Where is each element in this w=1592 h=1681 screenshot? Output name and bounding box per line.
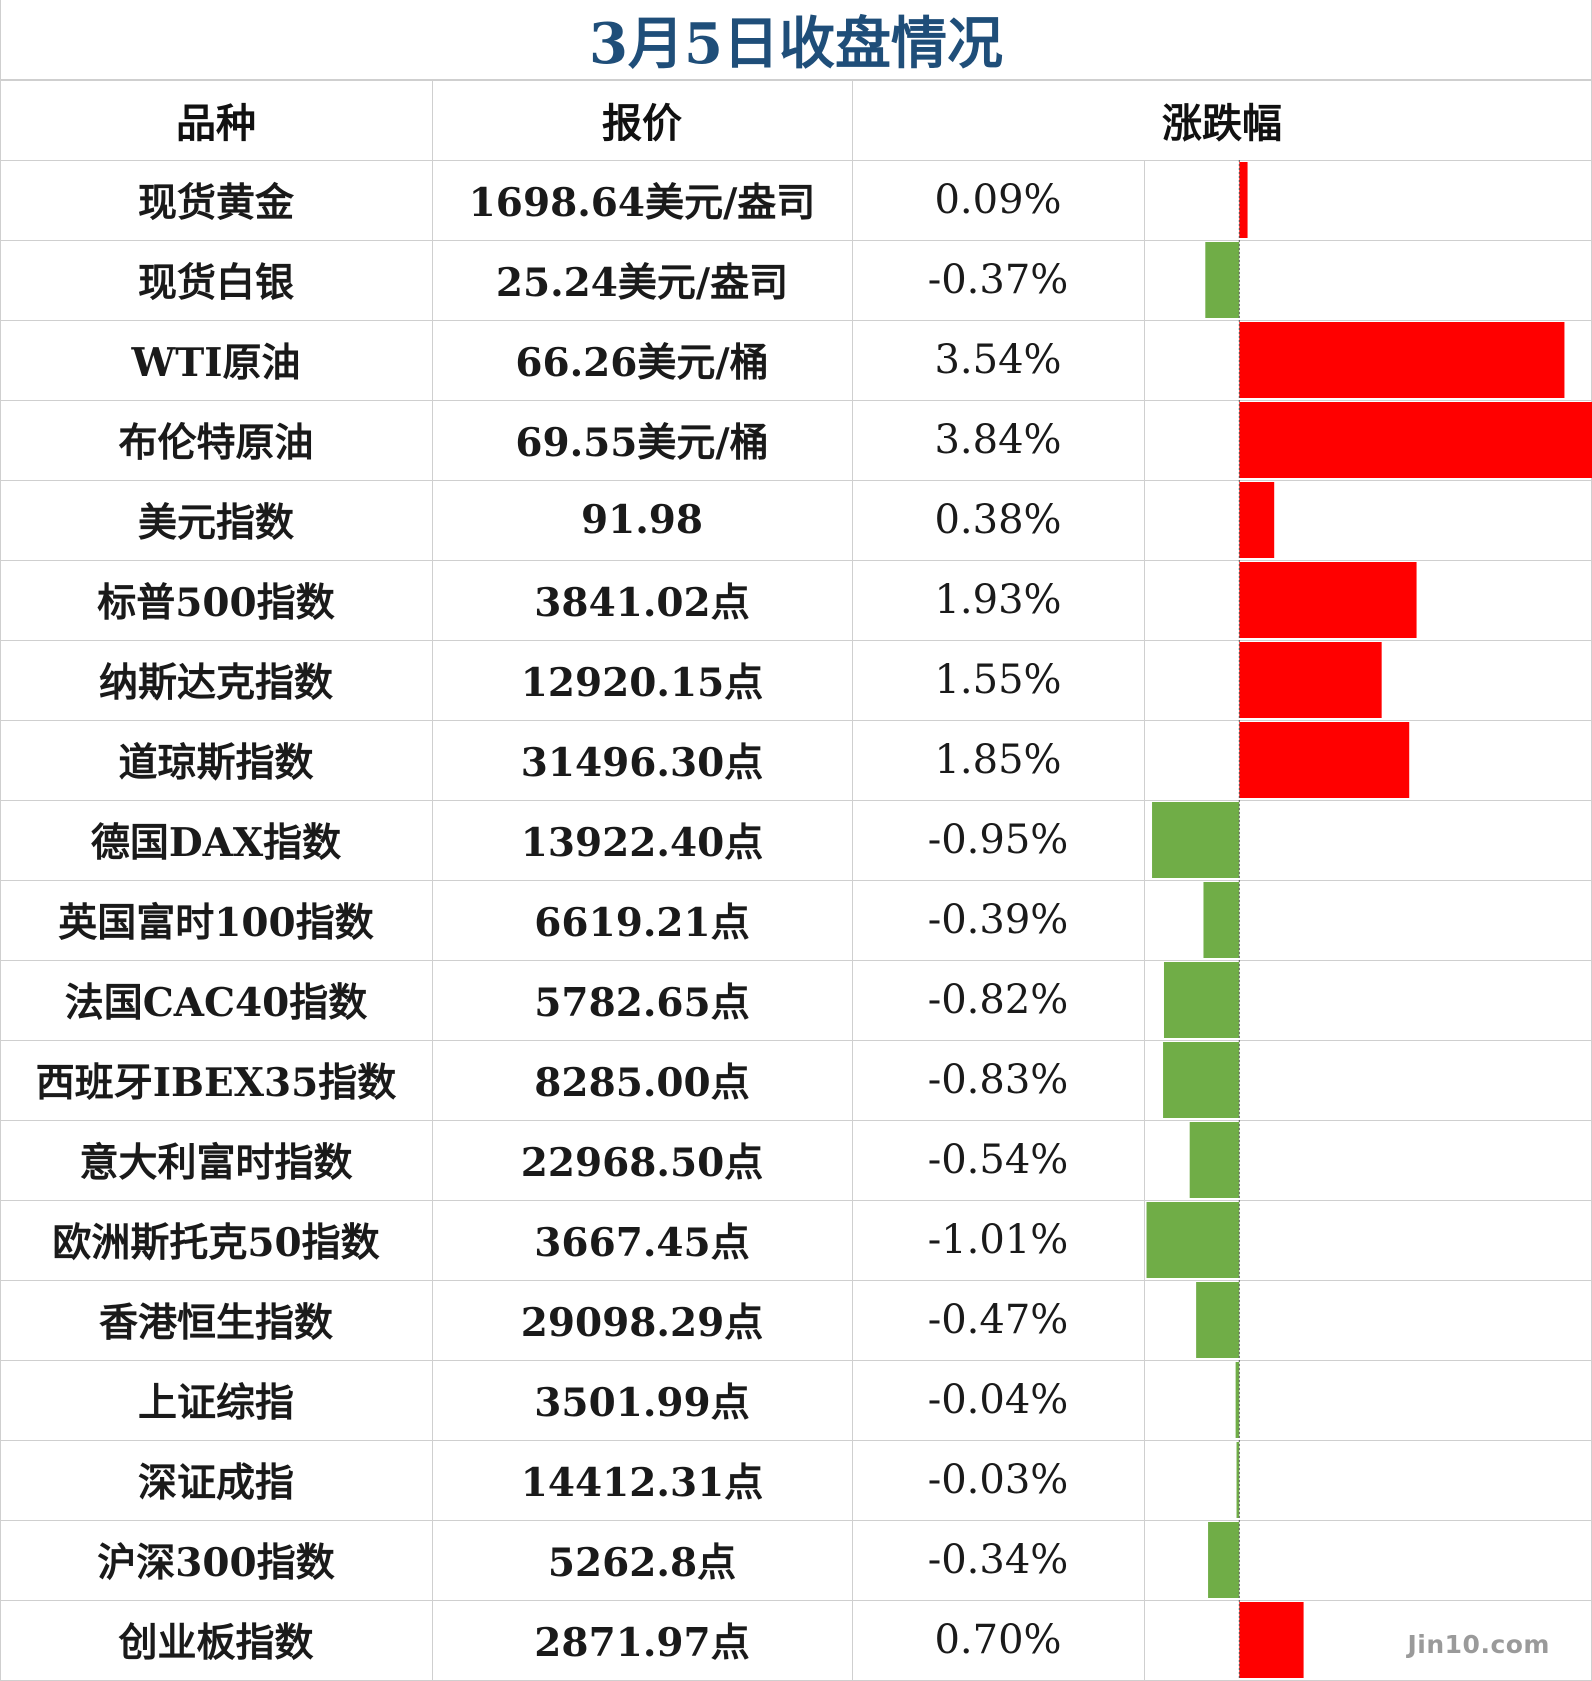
column-header-change: 涨跌幅 — [1162, 100, 1282, 147]
row-price: 2871.97点 — [534, 1620, 750, 1666]
row-change: 1.93% — [934, 577, 1062, 623]
row-change: -0.03% — [927, 1457, 1069, 1503]
row-change: -0.47% — [927, 1297, 1069, 1343]
row-name: 美元指数 — [137, 500, 294, 546]
row-price: 5782.65点 — [534, 980, 750, 1026]
row-change: -0.83% — [927, 1057, 1069, 1103]
change-bar — [1236, 1442, 1240, 1518]
row-change: -0.04% — [927, 1377, 1069, 1423]
row-price: 3667.45点 — [534, 1220, 750, 1266]
change-bar — [1239, 642, 1382, 718]
row-name: 深证成指 — [137, 1460, 294, 1506]
row-name: 欧洲斯托克50指数 — [52, 1220, 380, 1266]
row-name: 纳斯达克指数 — [98, 660, 333, 706]
change-bar — [1163, 1042, 1240, 1118]
row-price: 29098.29点 — [520, 1300, 764, 1346]
change-bar — [1196, 1282, 1240, 1358]
change-bar — [1239, 482, 1275, 558]
change-bar — [1208, 1522, 1240, 1598]
row-change: 0.09% — [934, 177, 1062, 223]
row-change: 1.85% — [934, 737, 1062, 783]
column-header-price: 报价 — [602, 100, 682, 147]
row-name: 英国富时100指数 — [58, 900, 374, 946]
row-price: 12920.15点 — [520, 660, 764, 706]
row-price: 1698.64美元/盎司 — [468, 180, 816, 226]
row-price: 6619.21点 — [534, 900, 750, 946]
row-name: 布伦特原油 — [118, 420, 314, 466]
row-change: -0.39% — [927, 897, 1069, 943]
watermark: Jin10.com — [1407, 1630, 1550, 1659]
row-name: 法国CAC40指数 — [64, 980, 368, 1026]
change-bar — [1189, 1122, 1240, 1198]
row-price: 3841.02点 — [534, 580, 750, 626]
change-bar — [1239, 1602, 1304, 1678]
row-price: 69.55美元/桶 — [515, 420, 769, 466]
row-name: 德国DAX指数 — [90, 820, 342, 866]
row-name: 香港恒生指数 — [98, 1300, 333, 1346]
row-change: -1.01% — [927, 1217, 1069, 1263]
change-bar — [1235, 1362, 1240, 1438]
column-header-name: 品种 — [176, 100, 256, 147]
row-price: 25.24美元/盎司 — [495, 260, 789, 306]
row-name: 沪深300指数 — [97, 1540, 335, 1586]
row-name: 标普500指数 — [97, 580, 335, 626]
row-price: 31496.30点 — [520, 740, 764, 786]
change-bar — [1239, 402, 1592, 478]
row-change: 0.70% — [934, 1617, 1062, 1663]
row-name: 现货黄金 — [137, 180, 294, 226]
change-bar — [1205, 242, 1240, 318]
row-price: 91.98 — [580, 497, 704, 543]
table-title: 3月5日收盘情况 — [0, 0, 1592, 80]
change-bar — [1152, 802, 1240, 878]
row-price: 66.26美元/桶 — [515, 340, 769, 386]
row-change: 1.55% — [934, 657, 1062, 703]
change-bar — [1239, 162, 1248, 238]
change-bar — [1239, 722, 1410, 798]
row-change: 3.54% — [934, 337, 1062, 383]
change-bar — [1203, 882, 1240, 958]
row-name: 道琼斯指数 — [118, 740, 314, 786]
row-change: -0.37% — [927, 257, 1069, 303]
row-price: 13922.40点 — [520, 820, 764, 866]
change-bar — [1239, 562, 1417, 638]
row-price: 5262.8点 — [547, 1540, 737, 1586]
row-name: 现货白银 — [137, 260, 294, 306]
row-change: 3.84% — [934, 417, 1062, 463]
row-price: 14412.31点 — [520, 1460, 764, 1506]
row-change: -0.95% — [927, 817, 1069, 863]
row-name: 意大利富时指数 — [79, 1140, 353, 1186]
row-price: 22968.50点 — [520, 1140, 764, 1186]
row-name: 上证综指 — [137, 1380, 294, 1426]
row-name: 创业板指数 — [118, 1620, 314, 1666]
change-bar — [1146, 1202, 1240, 1278]
row-name: WTI原油 — [131, 340, 301, 386]
row-change: -0.82% — [927, 977, 1069, 1023]
row-price: 3501.99点 — [534, 1380, 750, 1426]
row-change: 0.38% — [934, 497, 1062, 543]
row-price: 8285.00点 — [534, 1060, 750, 1106]
change-bar — [1163, 962, 1240, 1038]
row-name: 西班牙IBEX35指数 — [35, 1060, 397, 1106]
row-change: -0.34% — [927, 1537, 1069, 1583]
change-bar — [1239, 322, 1565, 398]
row-change: -0.54% — [927, 1137, 1069, 1183]
